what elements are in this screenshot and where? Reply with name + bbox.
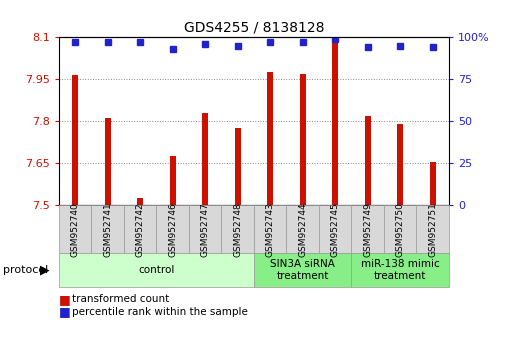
Bar <box>137 198 143 205</box>
Title: GDS4255 / 8138128: GDS4255 / 8138128 <box>184 21 324 35</box>
Text: GSM952743: GSM952743 <box>266 202 274 257</box>
Text: GSM952742: GSM952742 <box>136 202 145 257</box>
Text: GSM952741: GSM952741 <box>103 202 112 257</box>
Text: ▶: ▶ <box>41 263 50 276</box>
Text: GSM952740: GSM952740 <box>71 202 80 257</box>
Text: protocol: protocol <box>3 265 48 275</box>
Text: percentile rank within the sample: percentile rank within the sample <box>72 307 248 316</box>
Bar <box>235 128 241 205</box>
Bar <box>202 113 208 205</box>
Bar <box>332 37 338 205</box>
Text: SIN3A siRNA
treatment: SIN3A siRNA treatment <box>270 259 335 281</box>
Bar <box>267 72 273 205</box>
Bar <box>365 116 370 205</box>
Text: ■: ■ <box>59 305 71 318</box>
Bar <box>397 124 403 205</box>
Text: miR-138 mimic
treatment: miR-138 mimic treatment <box>361 259 440 281</box>
Bar <box>300 74 306 205</box>
Bar <box>72 75 78 205</box>
Bar <box>105 119 111 205</box>
Text: GSM952750: GSM952750 <box>396 202 405 257</box>
Text: ■: ■ <box>59 293 71 306</box>
Text: control: control <box>139 265 174 275</box>
Text: GSM952747: GSM952747 <box>201 202 210 257</box>
Bar <box>430 162 436 205</box>
Text: GSM952749: GSM952749 <box>363 202 372 257</box>
Text: GSM952744: GSM952744 <box>298 202 307 257</box>
Text: transformed count: transformed count <box>72 294 169 304</box>
Bar <box>170 156 175 205</box>
Text: GSM952748: GSM952748 <box>233 202 242 257</box>
Text: GSM952745: GSM952745 <box>331 202 340 257</box>
Text: GSM952751: GSM952751 <box>428 202 437 257</box>
Text: GSM952746: GSM952746 <box>168 202 177 257</box>
